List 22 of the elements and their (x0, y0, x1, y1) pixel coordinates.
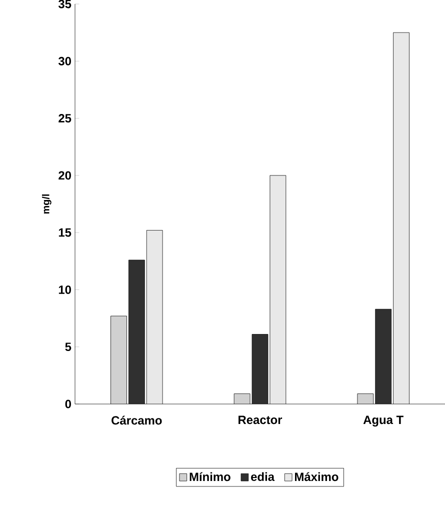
bar (146, 230, 163, 404)
x-tick-label: Reactor (238, 416, 282, 424)
y-tick-label: 10 (58, 285, 71, 294)
legend-label: edia (251, 472, 275, 482)
legend-label: Mínimo (190, 472, 230, 482)
bar (252, 334, 268, 404)
y-tick-label: 20 (58, 171, 71, 180)
y-tick-label: 25 (58, 114, 72, 123)
y-axis-title: mg/l (42, 194, 52, 214)
y-tick-label: 35 (58, 0, 72, 8)
bar (128, 260, 145, 404)
bar (110, 316, 127, 404)
y-tick-label: 15 (58, 228, 72, 237)
y-tick-label: 5 (65, 342, 72, 352)
y-tick-label: 0 (65, 400, 71, 408)
bar (393, 32, 410, 404)
bar (270, 175, 286, 404)
x-tick-label: Cárcamo (112, 416, 162, 425)
legend-label: Máximo (295, 472, 338, 482)
y-tick-label: 30 (58, 56, 71, 66)
bar (375, 308, 392, 404)
x-tick-label: Agua T (363, 416, 404, 427)
